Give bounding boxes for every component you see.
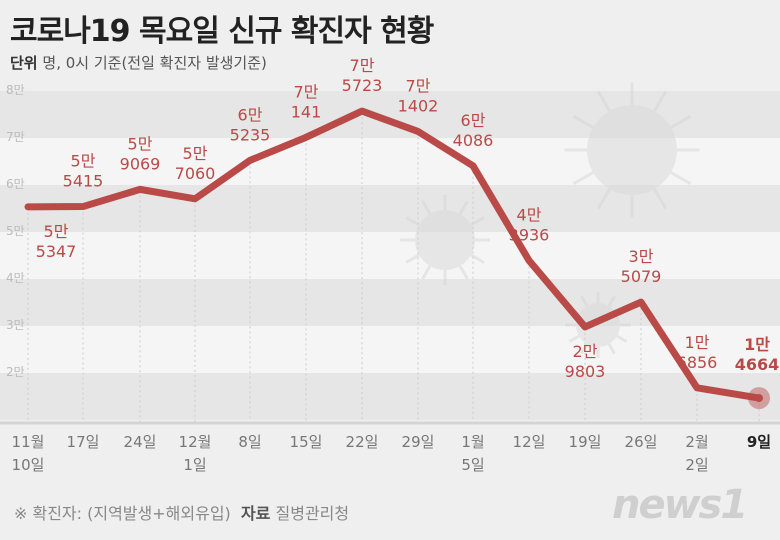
data-label-man: 6만 [238, 105, 263, 124]
x-tick-label: 1일 [183, 456, 206, 474]
data-label-man: 5만 [71, 152, 96, 171]
y-tick-label: 6만 [6, 177, 25, 191]
x-tick-label: 19일 [569, 433, 602, 451]
data-label-man: 2만 [573, 342, 598, 361]
y-tick-label: 5만 [6, 224, 25, 238]
x-tick-label: 11월 [12, 433, 45, 451]
x-tick-label: 12일 [513, 433, 546, 451]
y-tick-label: 2만 [6, 365, 25, 379]
news1-logo: news1 [612, 482, 748, 528]
page-title: 코로나19 목요일 신규 확진자 현황 [10, 14, 434, 49]
x-tick-label: 9일 [747, 433, 771, 451]
unit-label: 단위 [10, 54, 38, 72]
x-tick-label: 24일 [124, 433, 157, 451]
data-label-value: 141 [291, 102, 322, 121]
y-tick-label: 8만 [6, 83, 25, 97]
grid-band [0, 232, 780, 279]
x-tick-label: 2월 [685, 433, 708, 451]
x-tick-label: 12월 [179, 433, 212, 451]
data-label-man: 3만 [629, 247, 654, 266]
data-label-value: 4664 [735, 355, 780, 374]
data-label-man: 6만 [461, 111, 486, 130]
data-label-value: 5079 [621, 267, 662, 286]
data-label-value: 5347 [36, 242, 77, 261]
footnote-text: ※ 확진자: (지역발생+해외유입) [14, 504, 231, 523]
source-label: 자료 [240, 504, 271, 523]
data-label-value: 7060 [175, 164, 216, 183]
data-label-man: 7만 [294, 82, 319, 101]
data-point [755, 394, 763, 403]
unit-text: 명, 0시 기준(전일 확진자 발생기준) [42, 54, 267, 72]
series-line [24, 107, 763, 402]
grid-band [0, 185, 780, 232]
data-label-man: 5만 [44, 222, 69, 241]
footnote: ※ 확진자: (지역발생+해외유입) 자료 질병관리청 [14, 500, 349, 524]
data-label-value: 5415 [63, 172, 104, 191]
virus-icon [400, 195, 490, 285]
data-label-man: 5만 [128, 134, 153, 153]
data-label-value: 9069 [120, 154, 161, 173]
data-label-man: 1만 [685, 333, 710, 352]
data-label-man: 5만 [183, 144, 208, 163]
x-tick-label: 8일 [238, 433, 261, 451]
data-label-value: 3936 [509, 226, 550, 245]
x-tick-label: 10일 [12, 456, 45, 474]
x-tick-label: 15일 [290, 433, 323, 451]
data-label-value: 1402 [398, 96, 439, 115]
data-label-man: 4만 [517, 206, 542, 225]
x-tick-label: 17일 [67, 433, 100, 451]
y-tick-label: 7만 [6, 130, 25, 144]
x-tick-label: 1월 [461, 433, 484, 451]
unit-note: 단위 명, 0시 기준(전일 확진자 발생기준) [10, 52, 267, 73]
grid-band [0, 373, 780, 420]
y-tick-label: 3만 [6, 318, 25, 332]
x-tick-label: 29일 [402, 433, 435, 451]
x-tick-label: 22일 [346, 433, 379, 451]
data-label-man: 1만 [744, 335, 770, 354]
data-label-value: 9803 [565, 362, 606, 381]
data-label-value: 5723 [342, 76, 383, 95]
y-tick-label: 4만 [6, 271, 25, 285]
data-label-value: 6856 [677, 353, 718, 372]
data-label-man: 7만 [350, 56, 375, 75]
virus-icon [564, 82, 700, 218]
data-label-value: 4086 [453, 131, 494, 150]
data-label-value: 5235 [230, 125, 271, 144]
source-text: 질병관리청 [275, 504, 350, 523]
x-tick-label: 5일 [461, 456, 484, 474]
x-tick-label: 26일 [625, 433, 658, 451]
data-label-man: 7만 [406, 76, 431, 95]
grid-band [0, 326, 780, 373]
x-tick-label: 2일 [685, 456, 708, 474]
grid-band [0, 279, 780, 326]
